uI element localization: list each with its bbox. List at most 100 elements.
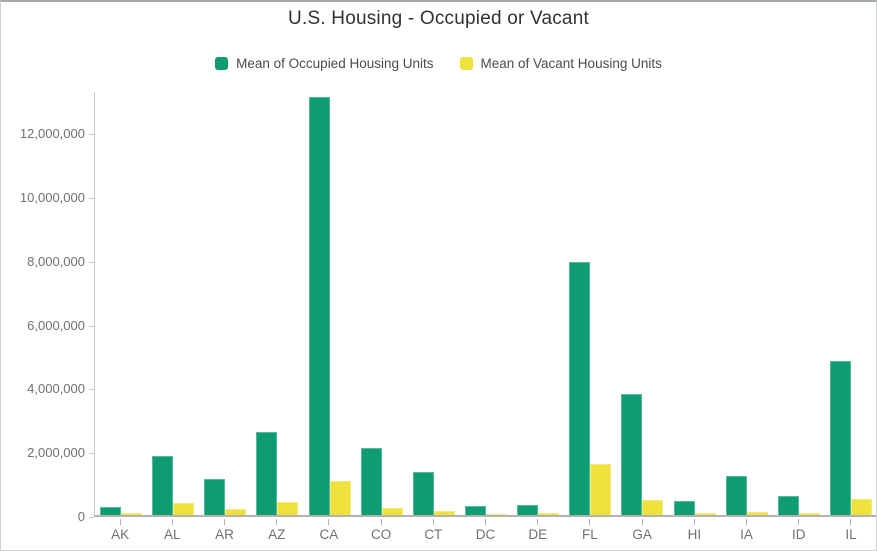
bar-occupied-ak[interactable] [100, 507, 122, 515]
y-tick-label: 4,000,000 [27, 381, 85, 397]
category-group-de [512, 92, 564, 515]
x-cell-al: AL [146, 519, 198, 542]
category-group-al [147, 92, 199, 515]
bar-vacant-dc[interactable] [486, 513, 508, 515]
x-axis-label: DE [528, 527, 548, 542]
bar-vacant-co[interactable] [381, 508, 403, 515]
bar-vacant-de[interactable] [538, 513, 560, 515]
x-tick-mark [537, 519, 539, 525]
x-cell-ar: AR [198, 519, 250, 542]
x-cell-il: IL [825, 519, 876, 542]
bar-vacant-id[interactable] [798, 513, 820, 515]
category-group-dc [460, 92, 512, 515]
y-tick-mark [89, 134, 94, 136]
category-group-ct [408, 92, 460, 515]
bar-occupied-ga[interactable] [621, 394, 643, 515]
category-group-hi [669, 92, 721, 515]
x-axis-label: AZ [268, 527, 286, 542]
y-tick-mark [89, 389, 94, 391]
y-tick-label: 12,000,000 [19, 126, 85, 142]
x-tick-mark [380, 519, 382, 525]
bar-vacant-hi[interactable] [694, 513, 716, 515]
category-group-id [773, 92, 825, 515]
bar-occupied-il[interactable] [830, 360, 852, 515]
bar-vacant-ct[interactable] [433, 510, 455, 515]
bar-vacant-ca[interactable] [329, 480, 351, 515]
x-cell-ak: AK [94, 519, 146, 542]
bar-vacant-al[interactable] [173, 502, 195, 515]
occupied-swatch-icon [215, 57, 229, 70]
category-group-ca [304, 92, 356, 515]
x-axis-label: AK [111, 527, 130, 542]
x-tick-mark [432, 519, 434, 525]
x-tick-mark [589, 519, 591, 525]
x-tick-mark [276, 519, 278, 525]
y-tick-mark [89, 325, 94, 327]
x-cell-id: ID [773, 519, 825, 542]
bar-vacant-fl[interactable] [590, 464, 612, 515]
bar-occupied-id[interactable] [777, 495, 799, 515]
x-axis-label: CA [319, 527, 339, 542]
legend-label-vacant: Mean of Vacant Housing Units [480, 56, 662, 71]
bar-vacant-ar[interactable] [225, 508, 247, 515]
bar-occupied-de[interactable] [517, 504, 539, 515]
x-axis-label: DC [475, 527, 496, 542]
legend-item-vacant[interactable]: Mean of Vacant Housing Units [459, 56, 662, 71]
x-cell-ia: IA [720, 519, 772, 542]
y-tick-label: 8,000,000 [27, 253, 85, 269]
x-tick-mark [119, 519, 121, 525]
x-cell-co: CO [355, 519, 407, 542]
category-group-ar [199, 92, 251, 515]
x-axis-label: AL [164, 527, 181, 542]
bar-occupied-hi[interactable] [673, 501, 695, 515]
bar-occupied-ct[interactable] [412, 471, 434, 515]
x-tick-mark [746, 519, 748, 525]
x-cell-ca: CA [303, 519, 355, 542]
y-tick-mark [89, 453, 94, 455]
x-axis: AK AL AR AZ CA CO CT DC DE FL GA HI IA ID IL [94, 519, 876, 542]
bar-vacant-ia[interactable] [746, 511, 768, 515]
x-axis-label: CT [424, 527, 443, 542]
y-tick-mark [89, 197, 94, 199]
bar-vacant-az[interactable] [277, 502, 299, 515]
x-cell-hi: HI [668, 519, 720, 542]
y-tick-label: 6,000,000 [27, 317, 85, 333]
bar-vacant-ak[interactable] [121, 512, 143, 515]
y-tick-label: 2,000,000 [27, 445, 85, 461]
bar-vacant-ga[interactable] [642, 500, 664, 515]
legend-item-occupied[interactable]: Mean of Occupied Housing Units [215, 56, 434, 71]
bar-occupied-fl[interactable] [569, 261, 591, 515]
vacant-swatch-icon [459, 57, 473, 70]
x-axis-label: IA [740, 527, 753, 542]
chart-title: U.S. Housing - Occupied or Vacant [288, 8, 589, 29]
category-group-az [251, 92, 303, 515]
x-cell-ga: GA [616, 519, 668, 542]
x-tick-mark [171, 519, 173, 525]
bar-occupied-ia[interactable] [725, 475, 747, 515]
x-axis-label: AR [215, 527, 234, 542]
x-cell-de: DE [512, 519, 564, 542]
category-group-fl [564, 92, 616, 515]
bar-occupied-al[interactable] [152, 456, 174, 515]
bar-occupied-dc[interactable] [465, 506, 487, 515]
x-axis-label: ID [791, 527, 806, 542]
x-cell-ct: CT [407, 519, 459, 542]
bar-occupied-az[interactable] [256, 432, 278, 515]
x-axis-label: HI [687, 527, 702, 542]
x-cell-az: AZ [251, 519, 303, 542]
y-tick-label: 10,000,000 [19, 189, 85, 205]
chart-legend: Mean of Occupied Housing Units Mean of V… [1, 56, 876, 71]
x-tick-mark [641, 519, 643, 525]
y-tick-mark [89, 517, 94, 518]
category-group-ak [95, 92, 147, 515]
x-cell-dc: DC [459, 519, 511, 542]
x-tick-mark [693, 519, 695, 525]
bar-occupied-ca[interactable] [308, 96, 330, 515]
bar-occupied-ar[interactable] [204, 478, 226, 515]
legend-label-occupied: Mean of Occupied Housing Units [236, 56, 434, 71]
bar-vacant-il[interactable] [851, 499, 873, 515]
bar-occupied-co[interactable] [360, 448, 382, 515]
x-cell-fl: FL [564, 519, 616, 542]
category-group-il [825, 92, 876, 515]
